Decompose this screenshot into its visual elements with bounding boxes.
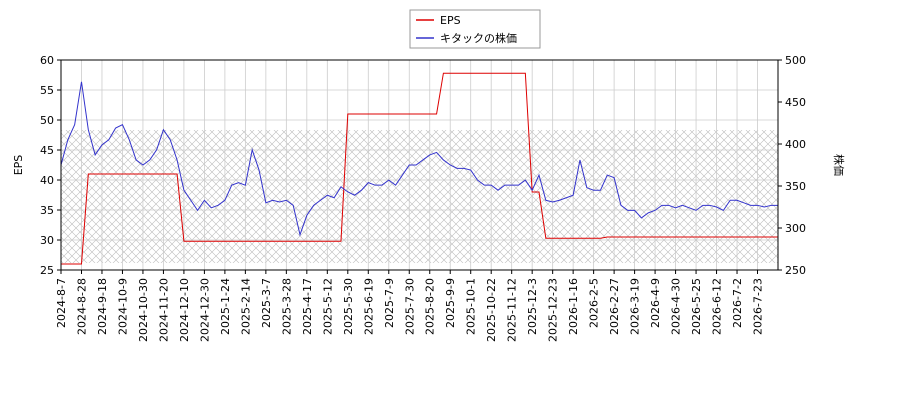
y-tick-label: 25 <box>40 264 54 277</box>
y-tick-label: 50 <box>40 114 54 127</box>
x-tick-label: 2025-11-12 <box>506 278 519 342</box>
x-tick-label: 2026-5-25 <box>690 278 703 335</box>
x-tick-label: 2026-6-12 <box>711 278 724 335</box>
x-tick-label: 2025-5-30 <box>342 278 355 335</box>
legend-box <box>409 9 541 49</box>
x-tick-label: 2025-7-30 <box>403 278 416 335</box>
x-tick-label: 2025-4-17 <box>301 278 314 335</box>
x-tick-label: 2026-7-23 <box>752 278 765 335</box>
x-tick-label: 2024-10-9 <box>116 278 129 335</box>
x-tick-label: 2025-12-23 <box>547 278 560 342</box>
y2-tick-label: 400 <box>785 138 806 151</box>
y-tick-label: 35 <box>40 204 54 217</box>
x-tick-label: 2026-7-2 <box>731 278 744 328</box>
x-tick-label: 2025-12-3 <box>526 278 539 335</box>
x-tick-label: 2024-8-28 <box>75 278 88 335</box>
x-tick-label: 2025-1-24 <box>219 278 232 335</box>
legend-label: EPS <box>440 14 461 27</box>
x-tick-label: 2025-3-28 <box>280 278 293 335</box>
series-line <box>60 81 778 237</box>
y2-tick-label: 300 <box>785 222 806 235</box>
y2-tick-label: 450 <box>785 96 806 109</box>
x-tick-label: 2026-3-19 <box>629 278 642 335</box>
x-tick-label: 2024-12-10 <box>178 278 191 342</box>
y2-tick-label: 250 <box>785 264 806 277</box>
x-tick-label: 2025-8-20 <box>424 278 437 335</box>
x-tick-label: 2025-3-7 <box>260 278 273 328</box>
x-tick-label: 2025-7-9 <box>383 278 396 328</box>
x-tick-label: 2025-9-9 <box>444 278 457 328</box>
x-tick-label: 2026-2-27 <box>608 278 621 335</box>
x-tick-label: 2026-4-9 <box>649 278 662 328</box>
lines <box>60 72 778 265</box>
x-tick-label: 2026-1-16 <box>567 278 580 335</box>
y-axis-title: EPS <box>12 155 25 176</box>
plot-frame <box>60 59 779 271</box>
x-tick-label: 2026-4-30 <box>670 278 683 335</box>
y-tick-label: 55 <box>40 84 54 97</box>
y-tick-label: 60 <box>40 54 54 67</box>
x-tick-label: 2025-2-14 <box>239 278 252 335</box>
x-tick-label: 2024-11-20 <box>157 278 170 342</box>
x-tick-label: 2025-6-19 <box>362 278 375 335</box>
y2-tick-label: 500 <box>785 54 806 67</box>
x-tick-label: 2025-5-12 <box>321 278 334 335</box>
legend-label: キタックの株価 <box>440 31 517 45</box>
x-tick-label: 2025-10-1 <box>465 278 478 335</box>
x-tick-label: 2026-2-5 <box>588 278 601 328</box>
y2-tick-label: 350 <box>785 180 806 193</box>
series-line <box>61 72 778 265</box>
x-tick-label: 2024-12-30 <box>198 278 211 342</box>
hatch-band <box>61 130 778 263</box>
y2-axis-title: 株価 <box>832 154 846 176</box>
y-tick-label: 30 <box>40 234 54 247</box>
x-tick-label: 2024-10-30 <box>137 278 150 342</box>
x-tick-label: 2025-10-22 <box>485 278 498 342</box>
y-tick-label: 45 <box>40 144 54 157</box>
x-tick-label: 2024-9-18 <box>96 278 109 335</box>
y-tick-label: 40 <box>40 174 54 187</box>
x-tick-label: 2024-8-7 <box>55 278 68 328</box>
